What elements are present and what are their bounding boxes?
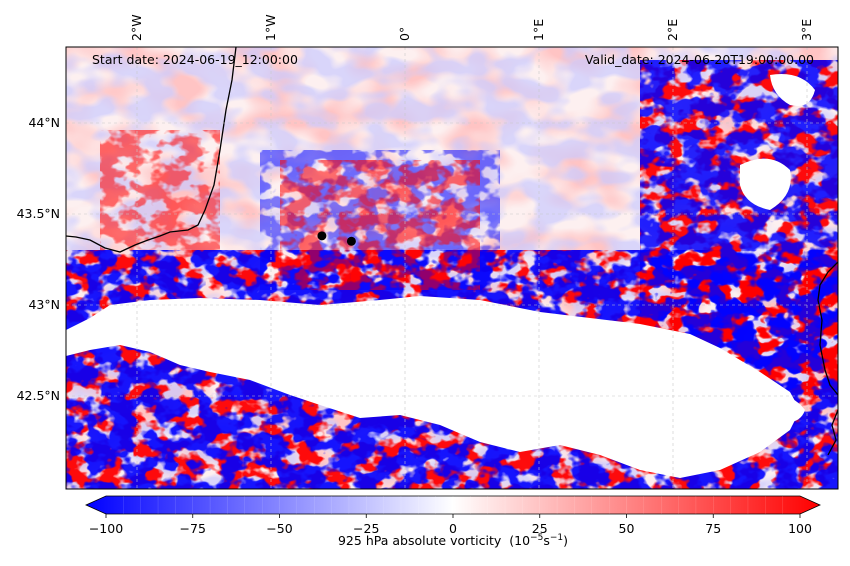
colorbar-units-exp2: −1	[550, 533, 563, 543]
colorbar-tick-label: −25	[353, 521, 379, 536]
lat-tick-label: 44°N	[28, 115, 60, 130]
colorbar-tick-label: −50	[266, 521, 292, 536]
colorbar-tick-label: −75	[180, 521, 206, 536]
lon-tick-label: 2°E	[665, 19, 680, 41]
colorbar-units-mid: s	[543, 533, 550, 548]
lon-tick-label: 2°W	[129, 14, 144, 41]
map-frame	[65, 46, 839, 490]
lon-tick-label: 1°E	[531, 19, 546, 41]
lat-tick-label: 43°N	[28, 297, 60, 312]
masked-terrain-region	[66, 296, 800, 478]
coastline	[66, 47, 237, 253]
coastline-southeast	[827, 409, 838, 456]
lon-tick-label: 1°W	[263, 14, 278, 41]
valid-date-label: Valid_date: 2024-06-20T19:00:00.00	[585, 52, 814, 67]
lat-tick-label: 42.5°N	[17, 388, 60, 403]
colorbar-title-text: 925 hPa absolute vorticity	[338, 533, 502, 548]
location-marker	[317, 231, 327, 241]
start-date-label: Start date: 2024-06-19_12:00:00	[92, 52, 298, 67]
colorbar-tick-label: 100	[788, 521, 812, 536]
colorbar-units-exp1: −5	[530, 533, 543, 543]
latitude-tick-labels: 44°N 43.5°N 43°N 42.5°N	[17, 115, 60, 403]
colorbar-tick-label: −100	[89, 521, 123, 536]
colorbar-segments	[123, 496, 783, 514]
lat-tick-label: 43.5°N	[17, 206, 60, 221]
lon-tick-label: 3°E	[799, 19, 814, 41]
masked-terrain-ne	[740, 158, 791, 210]
location-markers	[317, 231, 356, 246]
gridlines	[66, 47, 838, 489]
longitude-tick-labels: 2°W 1°W 0° 1°E 2°E 3°E	[129, 14, 814, 41]
colorbar-tick-label: 50	[619, 521, 635, 536]
colorbar-title: 925 hPa absolute vorticity (10−5s−1)	[338, 533, 568, 548]
colorbar-units-end: )	[563, 533, 568, 548]
colorbar-ticks: −100 −75 −50 −25 0 25 50 75 100	[89, 514, 812, 536]
masked-terrain-ne-2	[770, 74, 815, 106]
colorbar-tick-label: 25	[532, 521, 548, 536]
colorbar-tick-label: 75	[705, 521, 721, 536]
colorbar-tick-label: 0	[449, 521, 457, 536]
map-panel	[66, 47, 838, 489]
location-marker	[346, 236, 356, 246]
colorbar-units-base: (10	[509, 533, 530, 548]
lon-tick-label: 0°	[397, 27, 412, 41]
colorbar: −100 −75 −50 −25 0 25 50 75 100 925 hPa absolute…	[85, 495, 821, 548]
coastline-east	[817, 261, 838, 396]
masked-terrain-se	[760, 394, 805, 423]
